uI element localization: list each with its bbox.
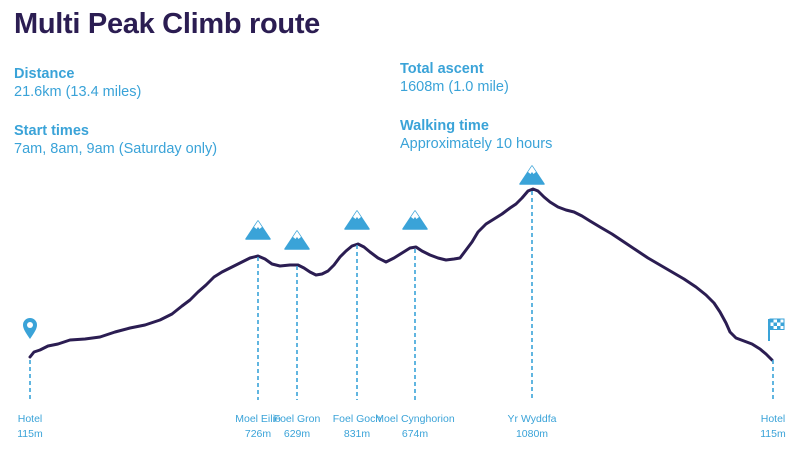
distance-info: Distance 21.6km (13.4 miles) <box>14 65 141 101</box>
mountain-icon <box>245 220 271 240</box>
mountain-icon <box>519 165 545 185</box>
peak-name-label: Moel Eilio <box>235 413 281 425</box>
peak-elevation-label: 115m <box>760 428 786 440</box>
start-times-label: Start times <box>14 123 89 139</box>
total-ascent-value: 1608m (1.0 mile) <box>400 79 509 95</box>
start-times-value: 7am, 8am, 9am (Saturday only) <box>14 141 218 157</box>
total-ascent-info: Total ascent 1608m (1.0 mile) <box>400 60 509 96</box>
peak-elevation-label: 1080m <box>516 428 548 440</box>
walking-time-value: Approximately 10 hours <box>400 136 553 152</box>
peak-elevation-label: 629m <box>284 428 311 440</box>
peak-name-label: Hotel <box>18 413 43 425</box>
page-title: Multi Peak Climb route <box>14 8 320 40</box>
peak-name-label: Yr Wyddfa <box>508 413 557 425</box>
peak-elevation-label: 674m <box>402 428 429 440</box>
mountain-icon <box>344 210 370 230</box>
total-ascent-label: Total ascent <box>400 61 484 77</box>
peak-elevation-label: 115m <box>17 428 43 440</box>
start-times-info: Start times 7am, 8am, 9am (Saturday only… <box>14 122 217 158</box>
elevation-profile-line <box>28 187 774 362</box>
location-pin-icon <box>23 318 37 339</box>
distance-value: 21.6km (13.4 miles) <box>14 84 142 100</box>
peak-marker-lines <box>29 191 774 400</box>
peak-name-label: Foel Goch <box>333 413 382 425</box>
finish-flag-icon <box>768 318 785 341</box>
walking-time-label: Walking time <box>400 118 489 134</box>
mountain-icon <box>402 210 428 230</box>
peak-name-label: Foel Gron <box>274 413 321 425</box>
peak-name-label: Hotel <box>761 413 786 425</box>
peak-elevation-label: 726m <box>245 428 272 440</box>
distance-label: Distance <box>14 66 75 82</box>
peak-name-label: Moel Cynghorion <box>375 413 455 425</box>
peak-icons <box>23 165 785 341</box>
mountain-icon <box>284 230 310 250</box>
peak-elevation-label: 831m <box>344 428 371 440</box>
walking-time-info: Walking time Approximately 10 hours <box>400 117 552 153</box>
